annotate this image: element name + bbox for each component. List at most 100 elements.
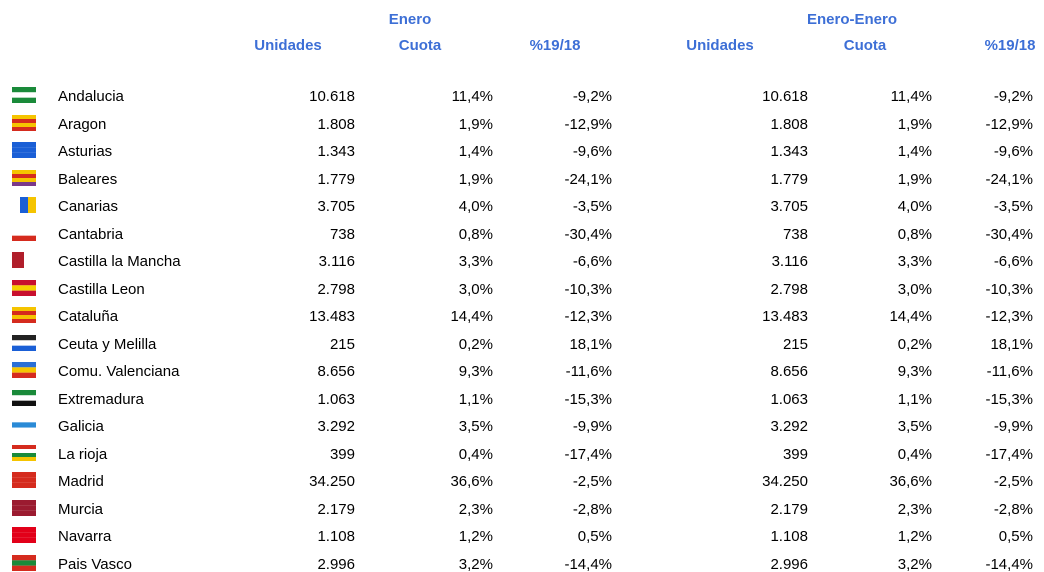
cell: 1.779 bbox=[317, 170, 355, 188]
cell: 4,0% bbox=[458, 198, 493, 215]
cell: 9,3% bbox=[458, 363, 493, 380]
cell: 10.618 bbox=[309, 88, 355, 105]
cell: 399 bbox=[782, 445, 808, 463]
cell: 1.108 bbox=[770, 528, 808, 545]
region-name: Baleares bbox=[58, 170, 118, 188]
flag bbox=[12, 334, 36, 351]
region-name: Asturias bbox=[58, 143, 113, 160]
cell: -2,5% bbox=[572, 473, 612, 490]
cell: 0,8% bbox=[458, 225, 493, 243]
cell: -9,6% bbox=[572, 143, 612, 160]
flag bbox=[12, 444, 36, 461]
cell: -30,4% bbox=[985, 225, 1033, 243]
flag bbox=[12, 472, 36, 488]
column-header: %19/18 bbox=[529, 37, 581, 54]
cell: 1.108 bbox=[317, 528, 355, 545]
cell: 36,6% bbox=[889, 473, 932, 490]
cell: 738 bbox=[782, 225, 808, 243]
cell: -24,1% bbox=[985, 170, 1033, 188]
column-header: %19/18 bbox=[984, 37, 1036, 54]
cell: 3.116 bbox=[318, 253, 355, 270]
region-name: Comu. Valenciana bbox=[58, 363, 180, 380]
cell: 3.116 bbox=[771, 253, 808, 270]
cell: 2,3% bbox=[897, 500, 932, 518]
region-name: Galicia bbox=[58, 418, 104, 435]
region-name: Andalucia bbox=[58, 88, 124, 105]
region-name: Pais Vasco bbox=[58, 555, 132, 572]
cell: 14,4% bbox=[889, 308, 932, 325]
cell: 36,6% bbox=[450, 473, 493, 490]
cell: 3.705 bbox=[770, 198, 808, 215]
cell: 1,4% bbox=[458, 143, 493, 160]
cell: 34.250 bbox=[762, 473, 808, 490]
region-name: Murcia bbox=[58, 500, 104, 518]
cell: 1,1% bbox=[897, 390, 932, 408]
cell: -12,9% bbox=[564, 115, 612, 133]
region-name: Castilla la Mancha bbox=[58, 253, 181, 270]
cell: 0,4% bbox=[897, 445, 932, 463]
cell: 1,9% bbox=[458, 170, 493, 188]
region-name: Canarias bbox=[58, 198, 119, 215]
cell: 1,2% bbox=[458, 528, 493, 545]
column-header: Cuota bbox=[843, 37, 887, 54]
cell: -9,6% bbox=[993, 143, 1033, 160]
cell: -11,6% bbox=[986, 363, 1033, 380]
cell: -9,2% bbox=[572, 88, 612, 105]
group-header: Enero-Enero bbox=[806, 11, 898, 28]
cell: 3,0% bbox=[458, 280, 493, 298]
cell: 1,2% bbox=[897, 528, 932, 545]
cell: 738 bbox=[329, 225, 355, 243]
flag bbox=[12, 362, 36, 378]
cell: -10,3% bbox=[985, 280, 1033, 298]
cell: 3.705 bbox=[317, 198, 355, 215]
cell: 18,1% bbox=[990, 335, 1033, 353]
cell: -2,8% bbox=[993, 500, 1033, 518]
cell: 13.483 bbox=[309, 308, 355, 325]
cell: 3.292 bbox=[770, 418, 808, 435]
cell: 11,4% bbox=[451, 88, 493, 105]
cell: -14,4% bbox=[564, 555, 612, 572]
cell: 1.343 bbox=[770, 143, 808, 160]
cell: 11,4% bbox=[890, 88, 932, 105]
cell: 1.808 bbox=[770, 115, 808, 133]
cell: 34.250 bbox=[309, 473, 355, 490]
cell: 215 bbox=[329, 335, 355, 353]
cell: 9,3% bbox=[897, 363, 932, 380]
cell: 2.179 bbox=[317, 500, 355, 518]
cell: 399 bbox=[329, 445, 355, 463]
cell: 3,2% bbox=[897, 555, 932, 572]
cell: 2,3% bbox=[458, 500, 493, 518]
cell: -2,8% bbox=[572, 500, 612, 518]
cell: -3,5% bbox=[993, 198, 1033, 215]
cell: 2.996 bbox=[317, 555, 355, 572]
cell: -17,4% bbox=[985, 445, 1033, 463]
cell: -12,3% bbox=[985, 308, 1033, 325]
flag bbox=[12, 554, 36, 571]
cell: 1,9% bbox=[458, 115, 493, 133]
cell: -10,3% bbox=[564, 280, 612, 298]
cell: 0,5% bbox=[998, 528, 1033, 545]
flag bbox=[12, 279, 36, 296]
flag bbox=[12, 417, 36, 433]
cell: 3,3% bbox=[897, 253, 932, 270]
cell: 3,3% bbox=[458, 253, 493, 270]
cell: 3,5% bbox=[897, 418, 932, 435]
cell: -3,5% bbox=[572, 198, 612, 215]
flag bbox=[12, 87, 36, 103]
cell: 3,5% bbox=[458, 418, 493, 435]
cell: -15,3% bbox=[985, 390, 1033, 408]
column-header: Unidades bbox=[686, 37, 754, 54]
region-name: Navarra bbox=[58, 528, 112, 545]
column-header: Unidades bbox=[254, 37, 322, 54]
cell: 10.618 bbox=[762, 88, 808, 105]
cell: 4,0% bbox=[897, 198, 932, 215]
cell: 2.798 bbox=[317, 280, 355, 298]
cell: 0,2% bbox=[897, 335, 932, 353]
flag bbox=[12, 307, 36, 323]
cell: -2,5% bbox=[993, 473, 1033, 490]
cell: 1.343 bbox=[317, 143, 355, 160]
flag bbox=[12, 252, 36, 268]
region-name: Castilla Leon bbox=[58, 280, 145, 298]
cell: -12,9% bbox=[985, 115, 1033, 133]
